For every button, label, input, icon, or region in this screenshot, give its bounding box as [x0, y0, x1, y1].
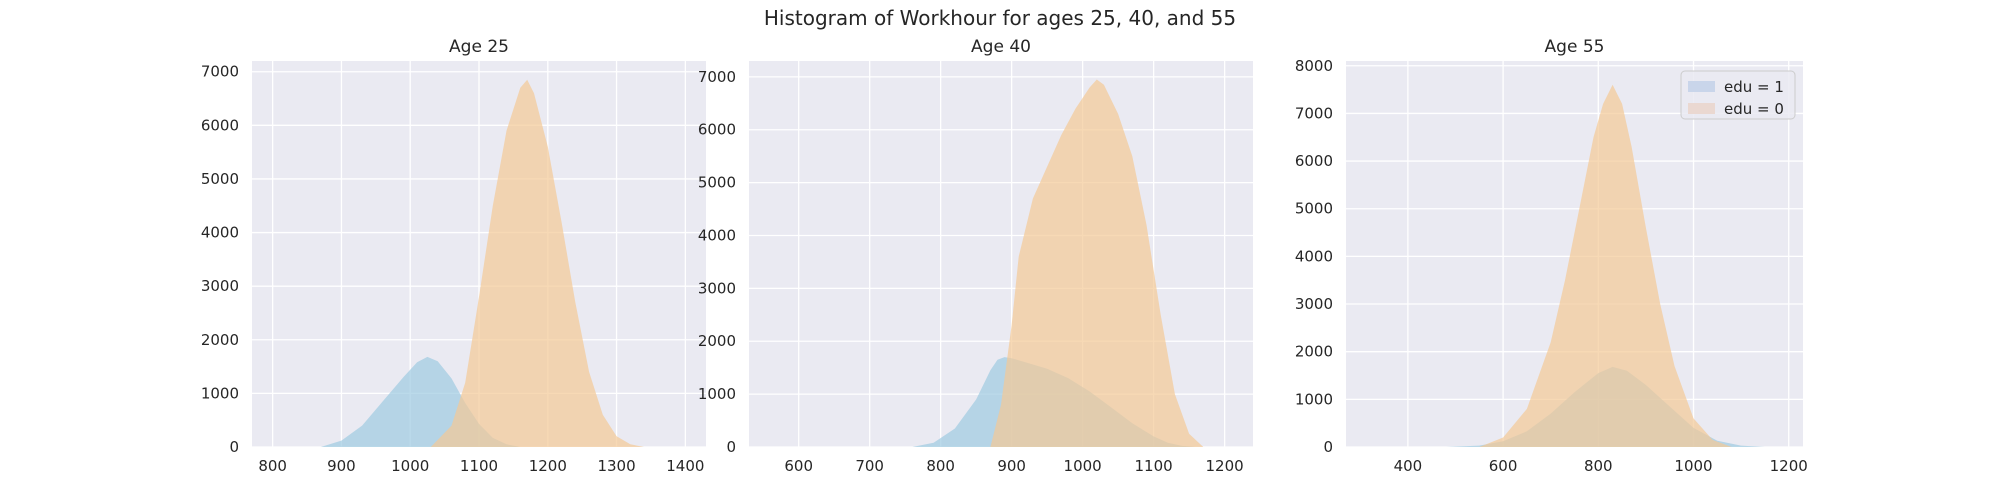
x-tick-label: 1100	[460, 457, 498, 475]
y-tick-label: 5000	[698, 174, 736, 192]
y-tick-label: 2000	[698, 332, 736, 350]
y-tick-label: 4000	[698, 226, 736, 244]
y-tick-label: 6000	[201, 116, 239, 134]
x-tick-label: 1100	[1135, 457, 1173, 475]
x-tick-label: 1400	[666, 457, 704, 475]
x-tick-label: 600	[1489, 457, 1518, 475]
y-tick-label: 3000	[201, 277, 239, 295]
x-tick-label: 1000	[1064, 457, 1102, 475]
y-tick-label: 0	[229, 438, 239, 456]
x-tick-label: 600	[784, 457, 813, 475]
y-tick-label: 0	[1323, 438, 1333, 456]
y-tick-label: 2000	[1295, 343, 1333, 361]
legend: edu = 1 edu = 0	[1680, 70, 1796, 120]
y-tick-label: 0	[726, 438, 736, 456]
x-tick-label: 400	[1394, 457, 1423, 475]
y-tick-label: 4000	[201, 224, 239, 242]
y-tick-label: 7000	[1295, 104, 1333, 122]
figure-title: Histogram of Workhour for ages 25, 40, a…	[764, 6, 1236, 30]
x-tick-label: 1200	[1770, 457, 1808, 475]
y-tick-label: 6000	[1295, 152, 1333, 170]
chart-panel-2: 600 700 800 900 1000 1100 1200 0 1000 2000 3000 400…	[698, 37, 1253, 475]
legend-label-edu1: edu = 1	[1724, 78, 1784, 96]
x-tick-label: 900	[997, 457, 1026, 475]
x-tick-label: 800	[258, 457, 287, 475]
y-tick-label: 3000	[698, 279, 736, 297]
y-tick-label: 5000	[201, 170, 239, 188]
x-tick-label: 900	[327, 457, 356, 475]
y-tick-label: 1000	[1295, 390, 1333, 408]
legend-swatch-edu0	[1688, 103, 1715, 114]
y-tick-label: 4000	[1295, 247, 1333, 265]
y-tick-label: 6000	[698, 121, 736, 139]
x-tick-label: 800	[926, 457, 955, 475]
legend-label-edu0: edu = 0	[1724, 100, 1784, 118]
y-tick-label: 1000	[698, 385, 736, 403]
x-tick-label: 1200	[1206, 457, 1244, 475]
x-tick-label: 1200	[529, 457, 567, 475]
histogram-area-edu0	[430, 79, 645, 448]
legend-swatch-edu1	[1688, 81, 1715, 92]
y-tick-label: 5000	[1295, 200, 1333, 218]
x-tick-label: 1000	[1674, 457, 1712, 475]
chart-panel-1: 800 900 1000 1100 1200 1300 1400 0 1000 2000 3000 4…	[201, 37, 706, 475]
panel-title: Age 55	[1545, 37, 1605, 57]
x-tick-label: 700	[855, 457, 884, 475]
histogram-area-edu0	[990, 79, 1204, 447]
x-tick-label: 800	[1584, 457, 1613, 475]
y-tick-label: 3000	[1295, 295, 1333, 313]
x-tick-label: 1300	[597, 457, 635, 475]
histogram-area-edu0	[1479, 84, 1732, 448]
y-tick-label: 7000	[698, 68, 736, 86]
panel-title: Age 40	[971, 37, 1031, 57]
y-tick-label: 8000	[1295, 57, 1333, 75]
y-tick-label: 7000	[201, 63, 239, 81]
y-tick-label: 1000	[201, 384, 239, 402]
y-tick-label: 2000	[201, 331, 239, 349]
panel-title: Age 25	[449, 37, 509, 57]
x-tick-label: 1000	[391, 457, 429, 475]
chart-panel-3: 400 600 800 1000 1200 0 1000 2000 3000 4000 5000 60…	[1295, 37, 1808, 475]
